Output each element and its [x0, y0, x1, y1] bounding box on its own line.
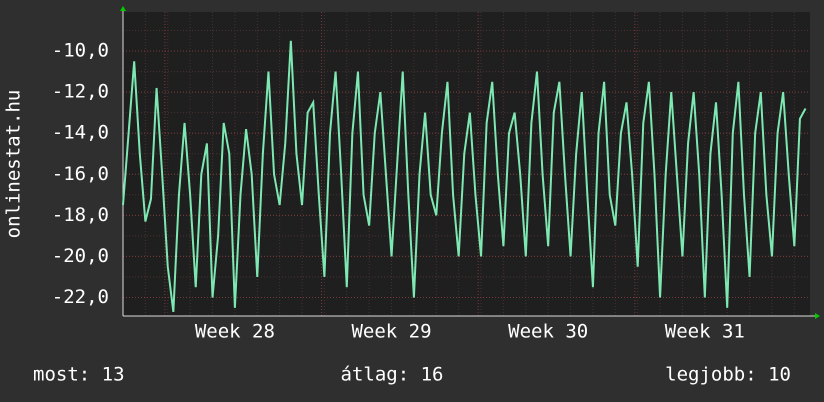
- footer-stat: most: 13: [33, 364, 125, 386]
- x-tick-label: Week 28: [195, 321, 275, 343]
- x-tick-label: Week 31: [665, 321, 745, 343]
- y-tick-label: -20,0: [52, 245, 109, 267]
- y-tick-label: -12,0: [52, 81, 109, 103]
- y-tick-label: -16,0: [52, 163, 109, 185]
- footer-stat: átlag: 16: [341, 364, 444, 386]
- y-tick-label: -18,0: [52, 204, 109, 226]
- y-tick-label: -22,0: [52, 286, 109, 308]
- y-tick-label: -10,0: [52, 40, 109, 62]
- axis-arrow: [120, 6, 126, 11]
- y-axis-label: onlinestat.hu: [3, 90, 25, 239]
- plot-area: [123, 12, 810, 316]
- line-series: [122, 40, 807, 313]
- y-tick-label: -14,0: [52, 122, 109, 144]
- axis-arrow: [815, 313, 820, 319]
- x-tick-label: Week 29: [351, 321, 431, 343]
- footer-stat: legjobb: 10: [665, 364, 791, 386]
- x-tick-label: Week 30: [508, 321, 588, 343]
